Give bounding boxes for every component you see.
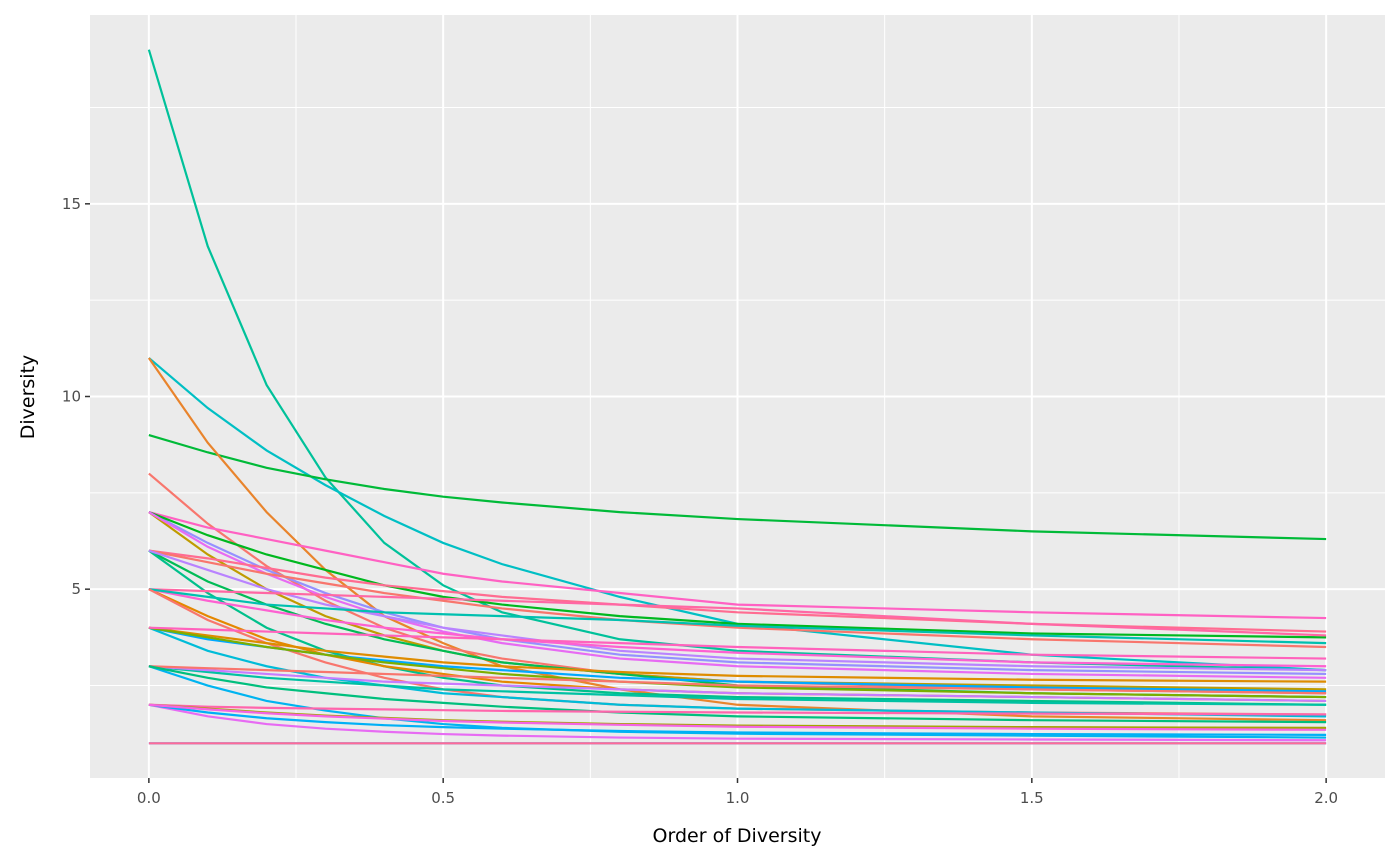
x-tick-label: 1.5 [1020,789,1044,807]
series-line-30 [148,665,1327,724]
series-line-22 [148,626,1327,718]
series-line-13 [148,549,1327,699]
series-line-15 [148,549,1327,672]
x-tick-label: 0.0 [137,789,161,807]
series-line-28 [148,665,1327,703]
series-line-23 [148,626,1327,683]
y-tick-label: 10 [62,388,81,406]
axis-ticks: 0.0 0.5 1.0 1.5 2.0 5 10 15 [62,195,1338,807]
series-lines [147,49,1327,745]
series-line-27 [148,665,1327,706]
y-axis-title: Diversity [17,355,39,440]
series-line-12 [148,549,1327,649]
series-line-3 [148,433,1327,541]
series-line-29 [148,665,1327,695]
series-line-4 [147,357,1327,722]
series-line-2 [148,357,1327,672]
x-tick-label: 1.0 [726,789,750,807]
series-line-33 [148,703,1327,736]
series-line-25 [148,626,1327,660]
series-line-16 [148,588,1327,637]
series-line-26 [148,665,1327,739]
series-line-19 [148,588,1327,645]
y-tick-label: 5 [71,580,81,598]
series-line-35 [148,703,1327,731]
series-line-8 [148,511,1327,639]
y-tick-label: 15 [62,195,81,213]
x-axis-title: Order of Diversity [653,825,822,847]
series-line-11 [148,549,1327,633]
series-line-24 [148,626,1327,699]
series-line-31 [148,703,1327,716]
x-tick-label: 0.5 [431,789,455,807]
series-line-6 [148,511,1327,620]
series-line-14 [148,549,1327,706]
series-line-18 [148,588,1327,668]
series-line-1 [147,49,1327,672]
x-tick-label: 2.0 [1314,789,1338,807]
series-line-32 [148,703,1327,742]
